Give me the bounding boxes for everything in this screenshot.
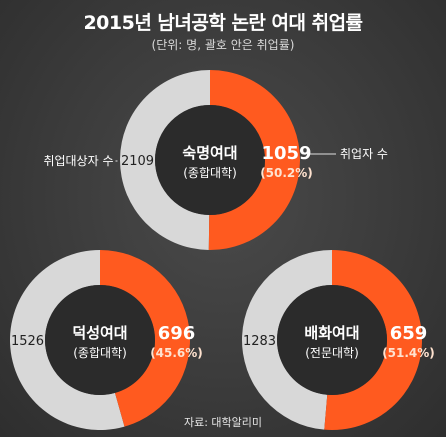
donut-chart: 덕성여대 (종합대학) 696 (45.6%) 1526 xyxy=(10,250,203,430)
employed-rate: (50.2%) xyxy=(260,166,313,180)
target-value: 1526 xyxy=(11,334,44,349)
school-name: 숙명여대 xyxy=(182,144,237,162)
employed-value: 659 xyxy=(390,323,428,344)
slice-employed xyxy=(208,70,300,250)
target-value: 2109 xyxy=(121,154,154,169)
callout-employed-label: 취업자 수 xyxy=(340,147,388,161)
page-subtitle: (단위: 명, 괄호 안은 취업률) xyxy=(151,38,295,52)
callout-target-label: 취업대상자 수 xyxy=(43,154,113,168)
target-value: 1283 xyxy=(243,334,276,349)
employed-value: 1059 xyxy=(261,143,311,164)
employed-rate: (45.6%) xyxy=(150,346,203,360)
employed-value: 696 xyxy=(158,323,196,344)
page-title: 2015년 남녀공학 논란 여대 취업률 xyxy=(83,12,363,34)
school-type: (종합대학) xyxy=(183,166,237,180)
school-name: 덕성여대 xyxy=(72,324,127,342)
school-type: (종합대학) xyxy=(73,346,127,360)
donut-center xyxy=(45,285,155,395)
school-type: (전문대학) xyxy=(305,346,359,360)
donut-chart: 배화여대 (전문대학) 659 (51.4%) 1283 xyxy=(242,250,435,431)
slice-target xyxy=(119,70,210,250)
source-note: 자료: 대학알리미 xyxy=(183,416,263,429)
slice-employed xyxy=(100,250,191,427)
slice-employed xyxy=(324,250,423,431)
employed-rate: (51.4%) xyxy=(382,346,435,360)
donut-center xyxy=(277,285,387,395)
donut-center xyxy=(155,105,265,215)
school-name: 배화여대 xyxy=(304,324,359,342)
slice-target xyxy=(10,250,125,430)
slice-target xyxy=(242,250,332,430)
